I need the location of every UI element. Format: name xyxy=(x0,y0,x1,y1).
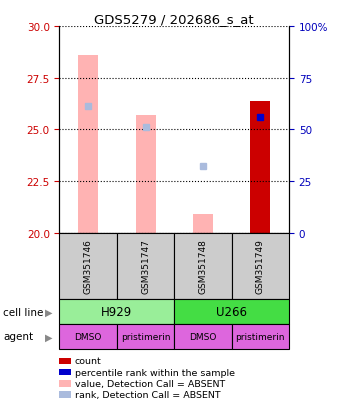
Bar xyxy=(59,233,117,299)
Text: agent: agent xyxy=(3,332,34,342)
Text: GSM351749: GSM351749 xyxy=(256,239,265,294)
Bar xyxy=(232,324,289,349)
Text: count: count xyxy=(75,356,102,366)
Bar xyxy=(59,324,117,349)
Title: GDS5279 / 202686_s_at: GDS5279 / 202686_s_at xyxy=(95,13,254,26)
Bar xyxy=(193,215,213,233)
Text: U266: U266 xyxy=(216,305,247,318)
Text: pristimerin: pristimerin xyxy=(121,332,170,341)
Text: H929: H929 xyxy=(101,305,133,318)
Text: ▶: ▶ xyxy=(45,332,53,342)
Text: pristimerin: pristimerin xyxy=(236,332,285,341)
Text: percentile rank within the sample: percentile rank within the sample xyxy=(75,368,235,377)
Text: value, Detection Call = ABSENT: value, Detection Call = ABSENT xyxy=(75,379,225,388)
Text: rank, Detection Call = ABSENT: rank, Detection Call = ABSENT xyxy=(75,390,220,399)
Bar xyxy=(174,233,232,299)
Bar xyxy=(59,299,174,324)
Text: GSM351747: GSM351747 xyxy=(141,239,150,294)
Bar xyxy=(174,324,232,349)
Text: cell line: cell line xyxy=(3,307,44,317)
Text: GSM351746: GSM351746 xyxy=(84,239,93,294)
Text: DMSO: DMSO xyxy=(74,332,102,341)
Bar xyxy=(117,233,174,299)
Text: ▶: ▶ xyxy=(45,307,53,317)
Bar xyxy=(117,324,174,349)
Bar xyxy=(136,116,156,233)
Bar xyxy=(232,233,289,299)
Bar xyxy=(174,299,289,324)
Bar xyxy=(250,102,270,233)
Text: GSM351748: GSM351748 xyxy=(199,239,207,294)
Text: DMSO: DMSO xyxy=(189,332,217,341)
Bar xyxy=(78,56,98,233)
